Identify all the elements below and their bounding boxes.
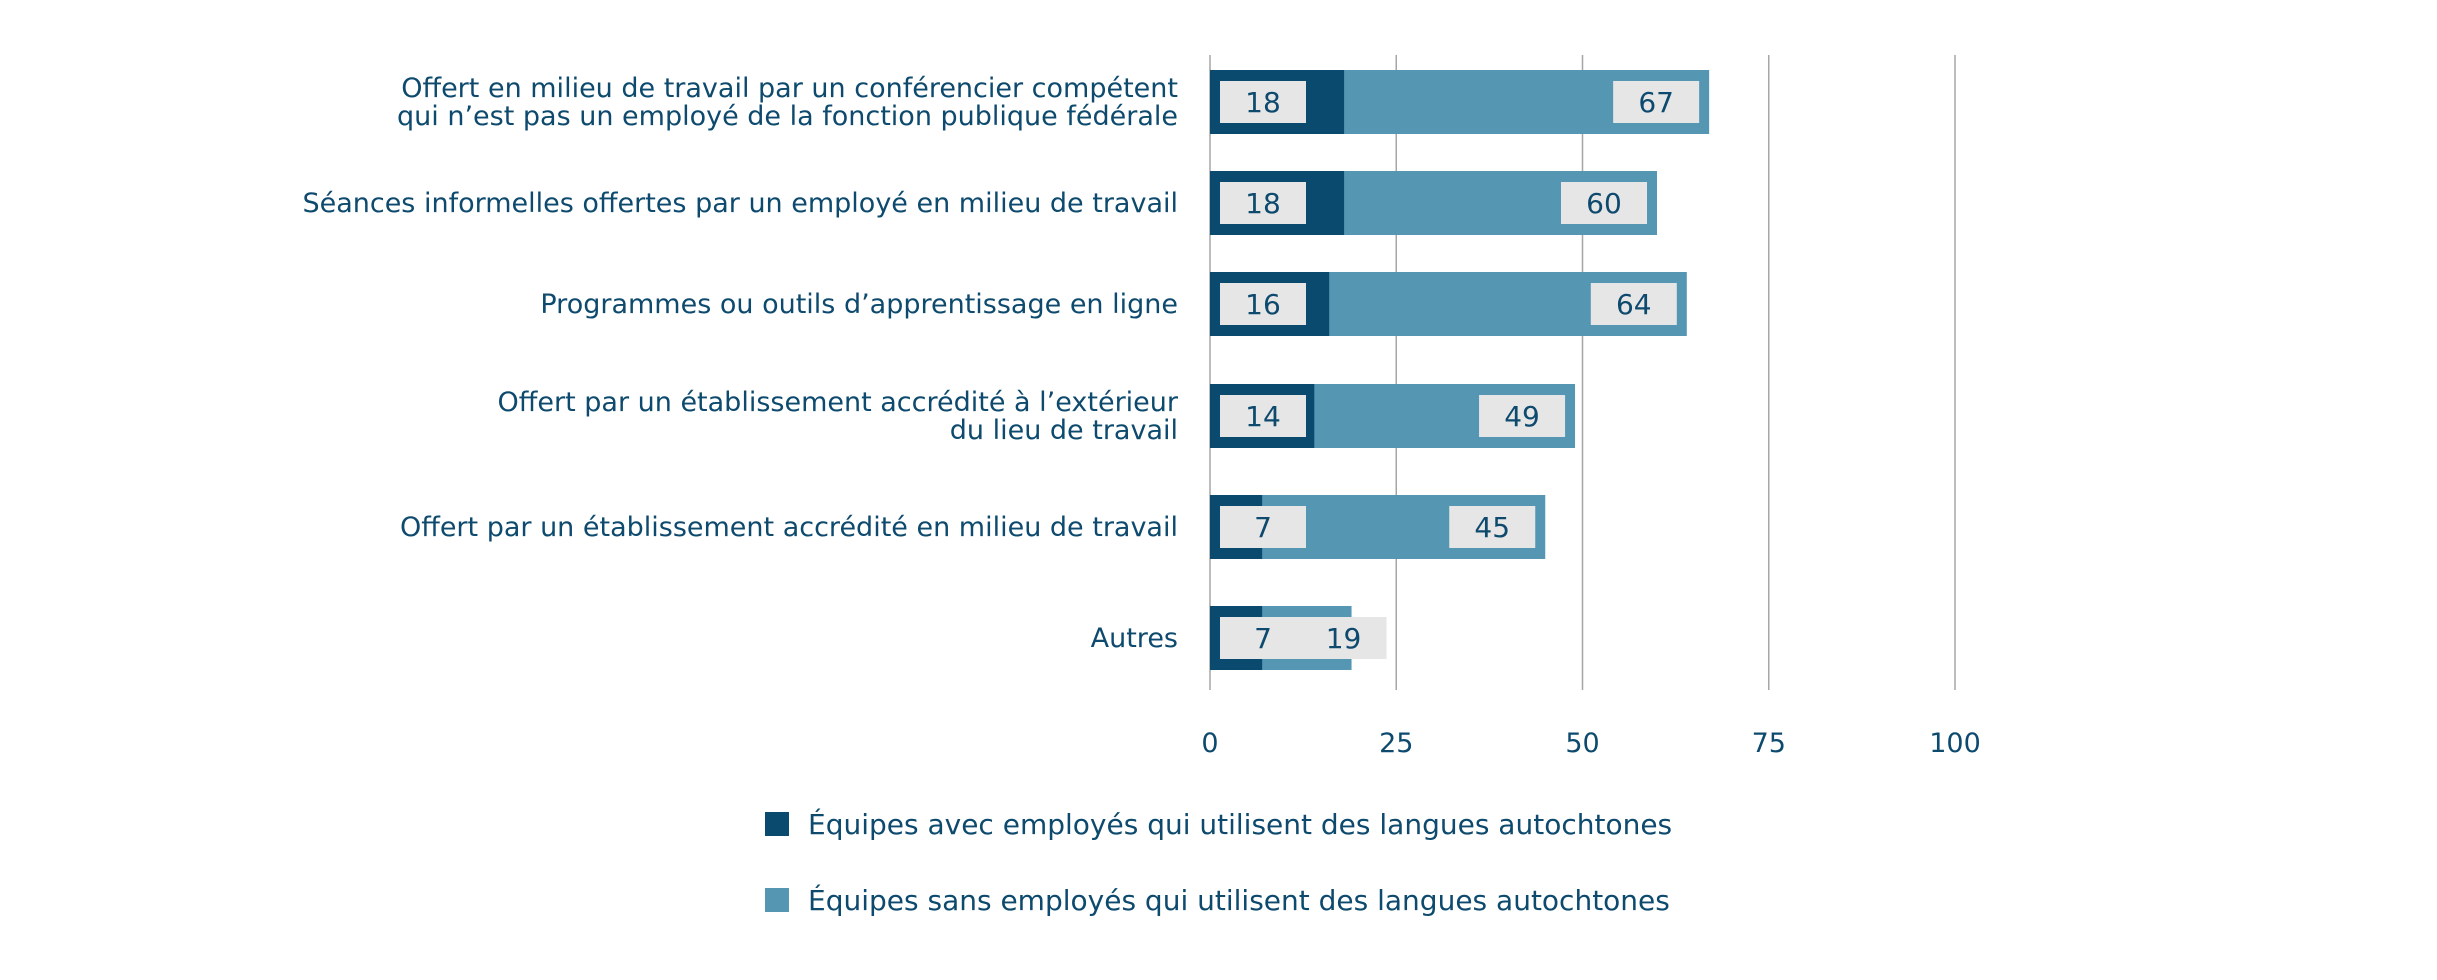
data-label-box <box>1300 617 1387 659</box>
data-label-series-1: 18 <box>1245 86 1281 119</box>
data-label-box <box>1479 395 1566 437</box>
x-tick-label: 25 <box>1379 728 1413 759</box>
data-label-series-2: 19 <box>1326 622 1362 655</box>
data-label-box <box>1449 506 1536 548</box>
category-label: Offert par un établissement accrédité à … <box>498 387 1179 446</box>
x-axis-ticks: 0 25 50 75 100 <box>1201 728 1980 759</box>
data-label-series-2: 60 <box>1586 187 1622 220</box>
legend: Équipes avec employés qui utilisent des … <box>765 807 1672 917</box>
data-label-box <box>1561 182 1647 224</box>
x-tick-label: 75 <box>1752 728 1786 759</box>
data-label-series-2: 67 <box>1638 86 1674 119</box>
category-label: Programmes ou outils d’apprentissage en … <box>540 289 1178 320</box>
data-label-series-2: 45 <box>1474 511 1510 544</box>
data-label-series-1: 14 <box>1245 400 1281 433</box>
data-label-box <box>1220 395 1306 437</box>
legend-item-series-1: Équipes avec employés qui utilisent des … <box>808 807 1672 841</box>
category-label: Offert en milieu de travail par un confé… <box>397 73 1178 132</box>
data-label-series-1: 16 <box>1245 288 1281 321</box>
category-label: Autres <box>1091 623 1178 654</box>
data-label-series-2: 64 <box>1616 288 1652 321</box>
legend-swatch <box>765 888 789 912</box>
category-labels: Offert en milieu de travail par un confé… <box>302 73 1178 654</box>
legend-item-series-2: Équipes sans employés qui utilisent des … <box>808 883 1670 917</box>
x-tick-label: 100 <box>1929 728 1981 759</box>
data-label-box <box>1220 283 1306 325</box>
data-label-box <box>1220 617 1306 659</box>
bars: 18 67 18 60 16 64 14 49 7 45 7 19 <box>1210 70 1710 670</box>
category-label: Séances informelles offertes par un empl… <box>302 188 1178 219</box>
x-tick-label: 0 <box>1201 728 1218 759</box>
gridlines <box>1209 55 1956 690</box>
category-label: Offert par un établissement accrédité en… <box>400 512 1178 543</box>
data-label-series-1: 7 <box>1254 511 1272 544</box>
data-label-series-2: 49 <box>1504 400 1540 433</box>
data-label-box <box>1613 81 1700 123</box>
data-label-box <box>1220 182 1306 224</box>
data-label-series-1: 18 <box>1245 187 1281 220</box>
x-tick-label: 50 <box>1565 728 1599 759</box>
data-label-box <box>1220 506 1306 548</box>
data-label-series-1: 7 <box>1254 622 1272 655</box>
data-label-box <box>1590 283 1677 325</box>
data-label-box <box>1220 81 1306 123</box>
legend-swatch <box>765 812 789 836</box>
